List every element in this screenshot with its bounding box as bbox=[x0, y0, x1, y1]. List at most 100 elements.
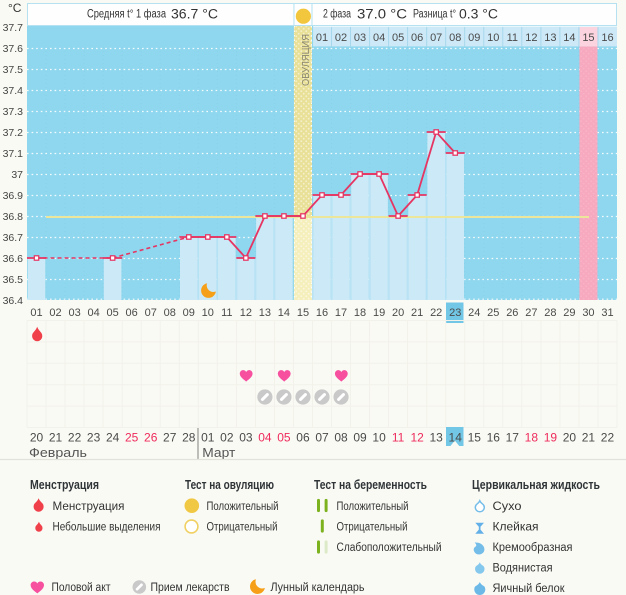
svg-text:37.3: 37.3 bbox=[3, 106, 24, 118]
svg-text:Кремообразная: Кремообразная bbox=[493, 542, 573, 554]
svg-text:36.8: 36.8 bbox=[3, 211, 24, 223]
svg-text:Средняя t° 1 фаза: Средняя t° 1 фаза bbox=[87, 9, 166, 21]
svg-text:Менструация: Менструация bbox=[53, 501, 125, 513]
svg-text:06: 06 bbox=[126, 307, 138, 319]
svg-text:Слабоположительный: Слабоположительный bbox=[337, 542, 442, 554]
svg-text:03: 03 bbox=[354, 32, 366, 44]
svg-text:Менструация: Менструация bbox=[30, 478, 99, 492]
svg-text:Сухо: Сухо bbox=[493, 501, 522, 513]
svg-text:07: 07 bbox=[145, 307, 157, 319]
svg-text:25: 25 bbox=[487, 307, 499, 319]
svg-text:28: 28 bbox=[544, 307, 556, 319]
svg-text:21: 21 bbox=[49, 431, 63, 445]
svg-text:17: 17 bbox=[506, 431, 520, 445]
svg-text:Положительный: Положительный bbox=[337, 501, 409, 513]
svg-text:Отрицательный: Отрицательный bbox=[337, 522, 408, 534]
svg-text:14: 14 bbox=[449, 431, 463, 445]
svg-text:36.9: 36.9 bbox=[3, 190, 24, 202]
svg-text:15: 15 bbox=[468, 431, 482, 445]
svg-text:13: 13 bbox=[544, 32, 556, 44]
svg-text:06: 06 bbox=[296, 431, 310, 445]
svg-text:07: 07 bbox=[315, 431, 329, 445]
svg-text:13: 13 bbox=[259, 307, 271, 319]
svg-text:04: 04 bbox=[87, 307, 99, 319]
svg-text:37.1: 37.1 bbox=[3, 148, 24, 160]
svg-text:03: 03 bbox=[68, 307, 80, 319]
svg-text:Разница t°: Разница t° bbox=[413, 9, 456, 21]
svg-text:Небольшие выделения: Небольшие выделения bbox=[53, 522, 161, 534]
svg-text:Клейкая: Клейкая bbox=[493, 522, 539, 534]
svg-text:Водянистая: Водянистая bbox=[493, 563, 553, 575]
svg-text:16: 16 bbox=[487, 431, 501, 445]
svg-text:24: 24 bbox=[106, 431, 120, 445]
svg-text:26: 26 bbox=[506, 307, 518, 319]
svg-text:09: 09 bbox=[183, 307, 195, 319]
svg-text:29: 29 bbox=[563, 307, 575, 319]
svg-text:23: 23 bbox=[449, 307, 461, 319]
svg-text:06: 06 bbox=[411, 32, 423, 44]
svg-text:36.5: 36.5 bbox=[3, 274, 24, 286]
svg-text:15: 15 bbox=[582, 32, 594, 44]
svg-text:36.7 °C: 36.7 °C bbox=[171, 7, 218, 22]
svg-text:28: 28 bbox=[182, 431, 196, 445]
svg-text:22: 22 bbox=[430, 307, 442, 319]
svg-text:ОВУЛЯЦИЯ: ОВУЛЯЦИЯ bbox=[300, 34, 312, 86]
svg-text:10: 10 bbox=[372, 431, 386, 445]
svg-text:37.4: 37.4 bbox=[3, 85, 24, 97]
svg-text:22: 22 bbox=[68, 431, 82, 445]
svg-text:02: 02 bbox=[335, 32, 347, 44]
svg-text:20: 20 bbox=[30, 431, 44, 445]
svg-text:Тест на овуляцию: Тест на овуляцию bbox=[185, 478, 274, 492]
svg-text:27: 27 bbox=[525, 307, 537, 319]
svg-text:10: 10 bbox=[487, 32, 499, 44]
svg-text:08: 08 bbox=[334, 431, 348, 445]
svg-text:12: 12 bbox=[410, 431, 424, 445]
svg-text:Положительный: Положительный bbox=[207, 501, 279, 513]
svg-text:11: 11 bbox=[221, 307, 232, 319]
svg-text:12: 12 bbox=[525, 32, 537, 44]
svg-text:20: 20 bbox=[392, 307, 404, 319]
svg-text:01: 01 bbox=[201, 431, 215, 445]
svg-text:Половой акт: Половой акт bbox=[52, 582, 112, 594]
svg-text:08: 08 bbox=[449, 32, 461, 44]
svg-text:36.7: 36.7 bbox=[3, 232, 24, 244]
svg-text:37.6: 37.6 bbox=[3, 43, 24, 55]
svg-text:05: 05 bbox=[277, 431, 291, 445]
svg-text:16: 16 bbox=[601, 32, 613, 44]
svg-text:21: 21 bbox=[582, 431, 596, 445]
svg-text:23: 23 bbox=[87, 431, 101, 445]
svg-text:08: 08 bbox=[164, 307, 176, 319]
svg-text:19: 19 bbox=[544, 431, 558, 445]
svg-text:01: 01 bbox=[316, 32, 328, 44]
svg-text:31: 31 bbox=[601, 307, 613, 319]
svg-text:05: 05 bbox=[392, 32, 404, 44]
svg-text:Яичный белок: Яичный белок bbox=[493, 583, 566, 595]
svg-text:18: 18 bbox=[525, 431, 539, 445]
svg-text:18: 18 bbox=[354, 307, 366, 319]
svg-text:01: 01 bbox=[30, 307, 42, 319]
svg-text:12: 12 bbox=[240, 307, 252, 319]
svg-text:Лунный календарь: Лунный календарь bbox=[271, 582, 365, 594]
svg-text:09: 09 bbox=[353, 431, 367, 445]
svg-text:37.2: 37.2 bbox=[3, 127, 24, 139]
svg-text:0.3 °C: 0.3 °C bbox=[459, 7, 498, 22]
svg-text:30: 30 bbox=[582, 307, 594, 319]
svg-text:02: 02 bbox=[220, 431, 234, 445]
svg-text:36.4: 36.4 bbox=[3, 295, 24, 307]
svg-text:37.5: 37.5 bbox=[3, 64, 24, 76]
svg-text:°C: °C bbox=[8, 1, 22, 15]
svg-text:16: 16 bbox=[316, 307, 328, 319]
svg-text:Цервикальная жидкость: Цервикальная жидкость bbox=[472, 478, 600, 492]
svg-text:09: 09 bbox=[468, 32, 480, 44]
svg-text:04: 04 bbox=[258, 431, 272, 445]
svg-text:21: 21 bbox=[411, 307, 423, 319]
svg-text:37: 37 bbox=[11, 169, 23, 181]
svg-text:17: 17 bbox=[335, 307, 347, 319]
svg-text:07: 07 bbox=[430, 32, 442, 44]
svg-text:02: 02 bbox=[49, 307, 61, 319]
svg-text:37.7: 37.7 bbox=[3, 22, 24, 34]
svg-text:04: 04 bbox=[373, 32, 385, 44]
svg-text:15: 15 bbox=[297, 307, 309, 319]
svg-text:2 фаза: 2 фаза bbox=[323, 9, 351, 21]
svg-text:11: 11 bbox=[392, 431, 405, 445]
